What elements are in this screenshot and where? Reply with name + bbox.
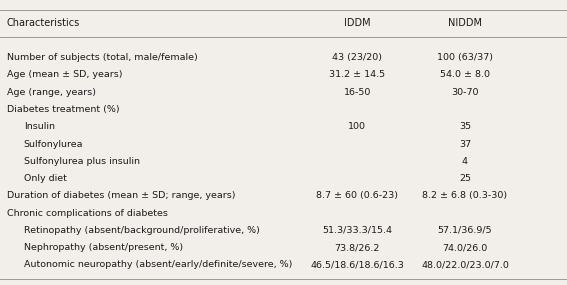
Text: Autonomic neuropathy (absent/early/definite/severe, %): Autonomic neuropathy (absent/early/defin… [24,260,292,269]
Text: Nephropathy (absent/present, %): Nephropathy (absent/present, %) [24,243,183,252]
Text: 54.0 ± 8.0: 54.0 ± 8.0 [440,70,490,80]
Text: Age (range, years): Age (range, years) [7,88,96,97]
Text: Chronic complications of diabetes: Chronic complications of diabetes [7,209,168,218]
Text: 35: 35 [459,122,471,131]
Text: Sulfonylurea: Sulfonylurea [24,140,83,148]
Text: 48.0/22.0/23.0/7.0: 48.0/22.0/23.0/7.0 [421,260,509,269]
Text: 43 (23/20): 43 (23/20) [332,53,382,62]
Text: 25: 25 [459,174,471,183]
Text: Characteristics: Characteristics [7,18,80,29]
Text: Number of subjects (total, male/female): Number of subjects (total, male/female) [7,53,197,62]
Text: 8.2 ± 6.8 (0.3-30): 8.2 ± 6.8 (0.3-30) [422,191,507,200]
Text: 8.7 ± 60 (0.6-23): 8.7 ± 60 (0.6-23) [316,191,398,200]
Text: Retinopathy (absent/background/proliferative, %): Retinopathy (absent/background/prolifera… [24,226,260,235]
Text: Age (mean ± SD, years): Age (mean ± SD, years) [7,70,122,80]
Text: 46.5/18.6/18.6/16.3: 46.5/18.6/18.6/16.3 [310,260,404,269]
Text: 100: 100 [348,122,366,131]
Text: 51.3/33.3/15.4: 51.3/33.3/15.4 [322,226,392,235]
Text: Diabetes treatment (%): Diabetes treatment (%) [7,105,120,114]
Text: 100 (63/37): 100 (63/37) [437,53,493,62]
Text: 4: 4 [462,157,468,166]
Text: Duration of diabetes (mean ± SD; range, years): Duration of diabetes (mean ± SD; range, … [7,191,235,200]
Text: Only diet: Only diet [24,174,67,183]
Text: 37: 37 [459,140,471,148]
Text: 30-70: 30-70 [451,88,479,97]
Text: NIDDM: NIDDM [448,18,482,29]
Text: IDDM: IDDM [344,18,370,29]
Text: 73.8/26.2: 73.8/26.2 [335,243,380,252]
Text: 57.1/36.9/5: 57.1/36.9/5 [438,226,492,235]
Text: 74.0/26.0: 74.0/26.0 [442,243,488,252]
Text: Insulin: Insulin [24,122,55,131]
Text: 31.2 ± 14.5: 31.2 ± 14.5 [329,70,385,80]
Text: Sulfonylurea plus insulin: Sulfonylurea plus insulin [24,157,140,166]
Text: 16-50: 16-50 [344,88,371,97]
